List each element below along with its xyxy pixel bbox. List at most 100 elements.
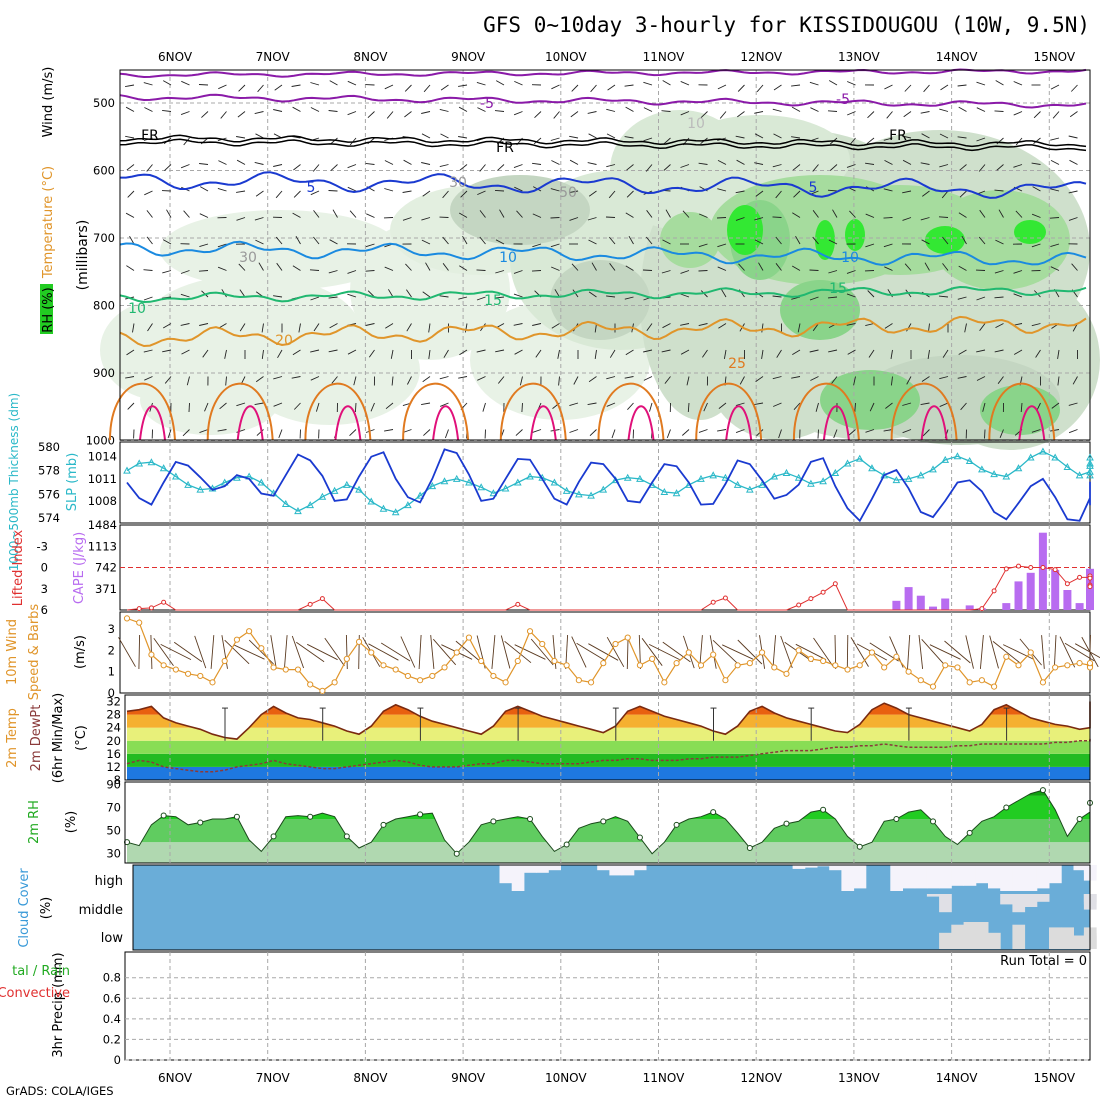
wind-barb xyxy=(828,239,838,245)
wind-barb xyxy=(791,265,801,271)
contour-label: 30 xyxy=(239,250,257,266)
thickness-point xyxy=(306,501,315,509)
wind-barb xyxy=(920,217,930,221)
wind-barb xyxy=(422,376,431,383)
lifted-point xyxy=(808,596,814,602)
wind-barb xyxy=(827,110,838,112)
wind-barb xyxy=(643,81,653,86)
wind-barb xyxy=(793,190,801,198)
cloud-high-cell xyxy=(633,865,647,871)
wind-barb xyxy=(754,162,764,165)
wind-barb xyxy=(236,159,246,165)
wind-barb xyxy=(129,235,135,245)
cloud-high-cell xyxy=(939,865,952,889)
thickness-point xyxy=(416,491,424,499)
wind-barb xyxy=(791,106,801,112)
wind-barb xyxy=(903,111,912,118)
wind-barb xyxy=(204,402,209,412)
thickness-point xyxy=(868,464,876,472)
wind10-barb xyxy=(795,643,827,661)
cloud-low-cell xyxy=(1061,927,1074,949)
wind-barb xyxy=(754,402,764,406)
wind-tick-label: 3 xyxy=(108,622,115,636)
cloud-high-cell xyxy=(536,865,549,873)
pressure-tick-label: 700 xyxy=(93,231,115,245)
wind-barb xyxy=(1052,111,1060,119)
wind-barb xyxy=(570,111,579,118)
temp-contour-25 xyxy=(304,382,372,441)
rh-point xyxy=(746,844,753,851)
wind10-point xyxy=(148,651,155,658)
wind-barb xyxy=(1069,159,1078,165)
thickness-tick-label: 580 xyxy=(38,440,60,454)
wind-barb xyxy=(994,270,1004,274)
wind-barb xyxy=(1051,402,1060,409)
wind-barb xyxy=(1013,270,1023,274)
wind-barb xyxy=(923,84,930,93)
wind-barb xyxy=(236,217,246,221)
wind-barb xyxy=(625,212,634,218)
wind10-barb xyxy=(400,636,416,668)
wind-barb xyxy=(588,133,597,139)
temp-contour-30 xyxy=(139,405,166,441)
wind-barb xyxy=(976,349,986,353)
cloud-high-cell xyxy=(829,865,842,871)
cloud-high-cell xyxy=(975,865,989,884)
wind10-point xyxy=(1076,660,1083,667)
wind-barb xyxy=(661,270,671,274)
wind-barb xyxy=(737,84,745,92)
wind-barb xyxy=(828,270,838,274)
wind-barb xyxy=(402,429,412,433)
wind-barb xyxy=(884,159,893,165)
wind10-point xyxy=(319,687,326,694)
wind-barb xyxy=(425,262,431,271)
rh-shading xyxy=(140,365,280,435)
wind-barb xyxy=(569,402,579,407)
thickness-point xyxy=(819,477,827,485)
wind-barb xyxy=(626,190,634,198)
wind-barb xyxy=(443,349,449,358)
wind10-point xyxy=(758,649,766,656)
lifted-point xyxy=(148,605,154,611)
wind-barb xyxy=(255,190,264,197)
thickness-point xyxy=(660,487,669,496)
wind-barb xyxy=(663,164,671,171)
wind-barb xyxy=(440,84,449,91)
rh-point xyxy=(233,813,240,820)
wind-barb xyxy=(738,263,745,271)
wind-barb xyxy=(791,376,801,379)
wind-barb xyxy=(588,190,597,197)
wind-barb xyxy=(569,159,579,165)
wind-barb xyxy=(703,402,708,412)
wind-barb xyxy=(776,349,782,358)
wind-barb xyxy=(984,429,986,439)
cape-tick-label: 742 xyxy=(95,561,117,575)
wind-barb xyxy=(292,265,301,271)
wind-barb xyxy=(458,212,468,218)
rh-point xyxy=(453,850,460,857)
cloud-high-cell xyxy=(548,865,561,871)
rh-tick-label: 50 xyxy=(106,824,121,838)
upper-air-panel: 500 600 700 800 900 1000 -5 -5 FR FR FR 5 5 10 10 15 15 1… xyxy=(40,67,1100,450)
wind-barb xyxy=(606,402,616,407)
wind-barb xyxy=(183,137,190,146)
thickness-point xyxy=(904,474,913,482)
wind-barb xyxy=(1068,429,1078,434)
wind10-point xyxy=(600,660,607,667)
rh-point xyxy=(966,829,973,836)
wind-barb xyxy=(793,402,801,411)
wind10-barb xyxy=(850,637,869,667)
wind-barb xyxy=(645,164,653,172)
wind-barb xyxy=(865,243,875,248)
date-label-bottom: 9NOV xyxy=(451,1071,486,1085)
thickness-point xyxy=(855,454,864,462)
thickness-point xyxy=(697,474,705,482)
wind-barb xyxy=(939,376,949,380)
dewpt-label: 2m DewPt xyxy=(29,705,44,772)
wind-barb xyxy=(680,80,690,86)
wind-barb xyxy=(143,296,153,301)
wind-barb xyxy=(328,270,338,274)
precip-legend-convective: Convective xyxy=(0,986,70,1001)
wind-barb xyxy=(591,262,597,271)
